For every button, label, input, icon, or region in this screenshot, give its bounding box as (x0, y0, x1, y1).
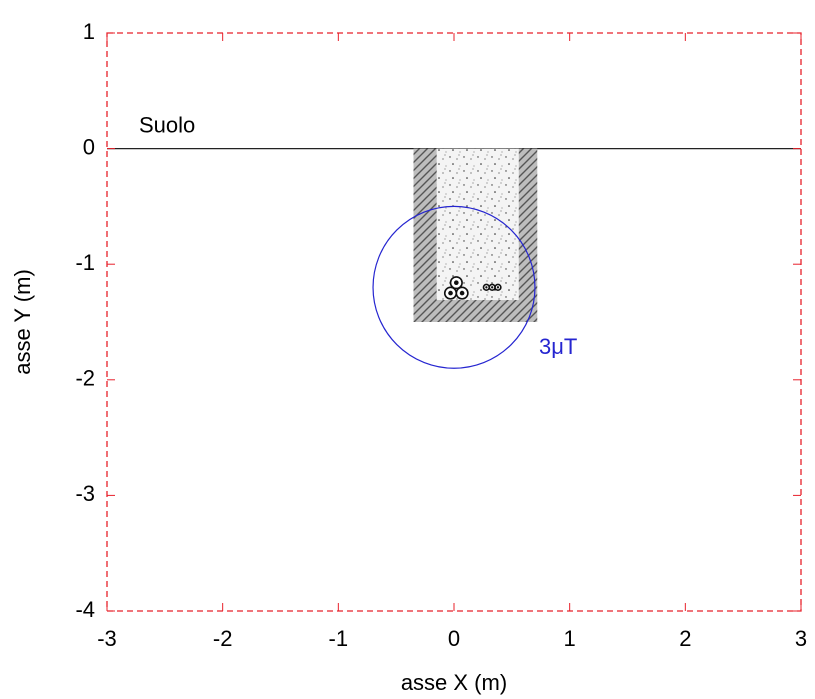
x-tick-label: -2 (213, 626, 233, 651)
y-tick-label: 0 (83, 134, 95, 159)
cable-core (459, 290, 465, 296)
x-tick-label: -1 (329, 626, 349, 651)
y-tick-label: -4 (75, 597, 95, 622)
x-tick-label: 1 (564, 626, 576, 651)
y-tick-label: -2 (75, 366, 95, 391)
y-tick-label: 1 (83, 19, 95, 44)
x-tick-label: 3 (795, 626, 807, 651)
cable-core (485, 286, 488, 289)
cable-core (496, 286, 500, 289)
x-tick-label: 2 (679, 626, 691, 651)
y-tick-label: -1 (75, 250, 95, 275)
field-contour (372, 205, 536, 369)
contour-label: 3μT (539, 334, 577, 359)
ground-label: Suolo (139, 112, 195, 137)
trench-fill (436, 148, 519, 301)
x-axis-label: asse X (m) (401, 670, 507, 695)
y-tick-label: -3 (75, 481, 95, 506)
x-tick-label: 0 (448, 626, 460, 651)
y-axis-label: asse Y (m) (10, 269, 35, 375)
cable-core (491, 286, 494, 289)
cable-core (454, 280, 459, 286)
cable-core (448, 290, 453, 296)
plot-frame (106, 32, 802, 612)
x-tick-label: -3 (97, 626, 117, 651)
